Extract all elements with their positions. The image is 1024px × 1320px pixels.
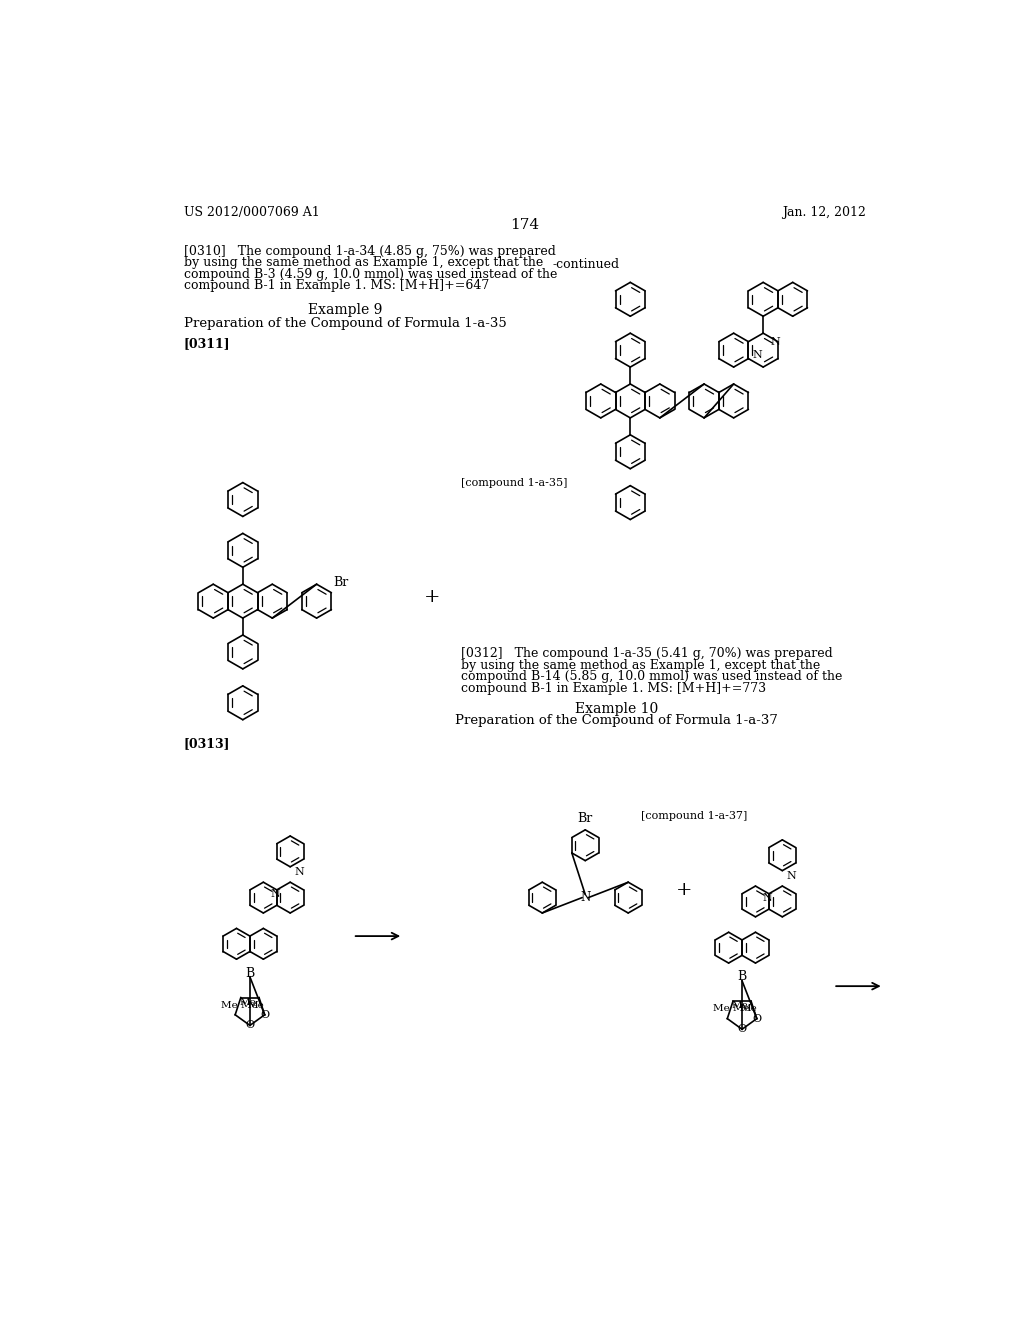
- Text: Br: Br: [333, 576, 348, 589]
- Text: N: N: [770, 337, 780, 347]
- Text: O: O: [246, 1020, 255, 1031]
- Text: compound B-1 in Example 1. MS: [M+H]+=647: compound B-1 in Example 1. MS: [M+H]+=64…: [183, 280, 489, 292]
- Text: N: N: [763, 892, 772, 903]
- Text: 174: 174: [510, 218, 540, 232]
- Text: N: N: [270, 888, 281, 899]
- Text: O: O: [737, 1024, 746, 1035]
- Text: N: N: [786, 871, 796, 880]
- Text: [compound 1-a-37]: [compound 1-a-37]: [641, 810, 748, 821]
- Text: O: O: [260, 1010, 269, 1020]
- Text: Me: Me: [731, 1002, 748, 1010]
- Text: compound B-3 (4.59 g, 10.0 mmol) was used instead of the: compound B-3 (4.59 g, 10.0 mmol) was use…: [183, 268, 557, 281]
- Text: by using the same method as Example 1, except that the: by using the same method as Example 1, e…: [183, 256, 543, 269]
- Text: Preparation of the Compound of Formula 1-a-37: Preparation of the Compound of Formula 1…: [455, 714, 777, 727]
- Text: Example 9: Example 9: [308, 304, 382, 317]
- Text: Jan. 12, 2012: Jan. 12, 2012: [782, 206, 866, 219]
- Text: compound B-1 in Example 1. MS: [M+H]+=773: compound B-1 in Example 1. MS: [M+H]+=77…: [461, 682, 766, 696]
- Text: compound B-14 (5.85 g, 10.0 mmol) was used instead of the: compound B-14 (5.85 g, 10.0 mmol) was us…: [461, 671, 843, 684]
- Text: Me: Me: [248, 1001, 264, 1010]
- Text: by using the same method as Example 1, except that the: by using the same method as Example 1, e…: [461, 659, 820, 672]
- Text: [0310]   The compound 1-a-34 (4.85 g, 75%) was prepared: [0310] The compound 1-a-34 (4.85 g, 75%)…: [183, 244, 556, 257]
- Text: [0311]: [0311]: [183, 337, 230, 350]
- Text: N: N: [752, 350, 762, 360]
- Text: Me: Me: [740, 1005, 757, 1014]
- Text: N: N: [294, 867, 304, 878]
- Text: Me: Me: [239, 998, 256, 1007]
- Text: Example 10: Example 10: [574, 702, 657, 715]
- Text: +: +: [424, 589, 440, 606]
- Text: B: B: [737, 970, 746, 983]
- Text: US 2012/0007069 A1: US 2012/0007069 A1: [183, 206, 319, 219]
- Text: Me Me: Me Me: [221, 1001, 258, 1010]
- Text: Preparation of the Compound of Formula 1-a-35: Preparation of the Compound of Formula 1…: [183, 317, 507, 330]
- Text: Me Me: Me Me: [713, 1005, 750, 1014]
- Text: B: B: [246, 966, 255, 979]
- Text: [0312]   The compound 1-a-35 (5.41 g, 70%) was prepared: [0312] The compound 1-a-35 (5.41 g, 70%)…: [461, 647, 833, 660]
- Text: [compound 1-a-35]: [compound 1-a-35]: [461, 478, 567, 488]
- Text: -continued: -continued: [553, 259, 620, 272]
- Text: N: N: [581, 891, 591, 904]
- Text: +: +: [676, 880, 692, 899]
- Text: O: O: [753, 1014, 762, 1023]
- Text: Br: Br: [578, 812, 593, 825]
- Text: [0313]: [0313]: [183, 738, 230, 751]
